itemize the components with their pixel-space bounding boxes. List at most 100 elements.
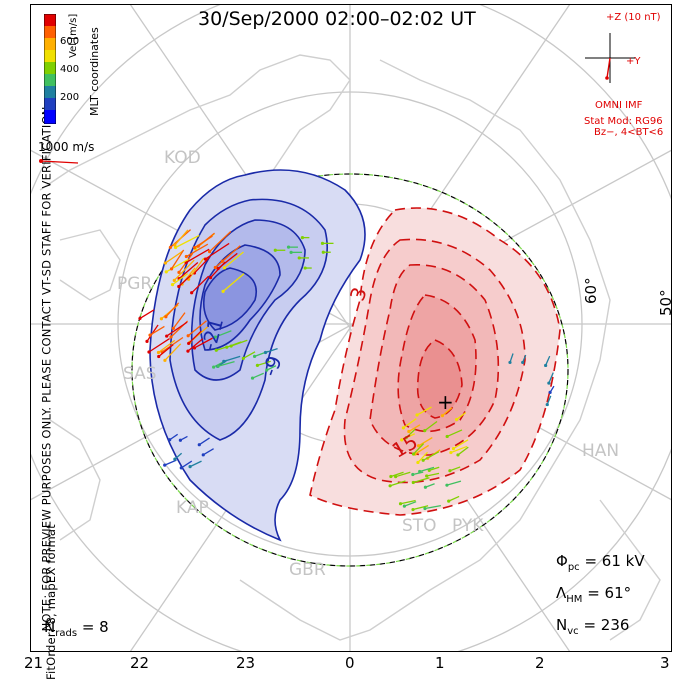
velocity-vector (545, 355, 551, 366)
velocity-vector (175, 234, 200, 249)
velocity-vector (169, 433, 179, 441)
lambda-hm-stat: ΛHM = 61° (556, 584, 631, 605)
velocity-vector (166, 321, 188, 337)
mlt-tick-21: 21 (24, 654, 44, 672)
velocity-vector (209, 231, 232, 253)
vector-origin (265, 368, 269, 372)
potential-max-marker: + (437, 390, 454, 414)
vector-origin (411, 507, 415, 512)
velocity-vector (204, 242, 230, 260)
velocity-vector (453, 439, 469, 450)
vector-origin (297, 256, 301, 260)
velocity-vector (412, 505, 429, 511)
velocity-vector (186, 243, 209, 258)
velocity-vector (202, 448, 214, 456)
vector-origin (159, 317, 164, 321)
dawn-convection-cell (309, 207, 561, 516)
n-rads-value: = 8 (81, 618, 109, 636)
vector-origin (423, 429, 427, 433)
vector-origin (208, 276, 213, 280)
vector-origin (389, 474, 393, 479)
velocity-vector (548, 372, 554, 384)
vector-origin (411, 480, 415, 485)
velocity-vector (414, 444, 429, 455)
vector-origin (177, 284, 181, 289)
vector-origin (451, 446, 456, 451)
vector-origin (445, 434, 449, 439)
stat-model-label: Stat Mod: RG96 (584, 116, 663, 127)
velocity-vector (257, 360, 271, 367)
vector-origin (388, 484, 392, 488)
vector-origin (544, 363, 548, 368)
vector-origin (418, 469, 422, 474)
velocity-vector (158, 344, 174, 358)
vector-origin (213, 335, 217, 339)
velocity-vector (217, 360, 235, 367)
vector-origin (216, 364, 220, 368)
velocity-vector (408, 424, 421, 433)
vector-origin (197, 443, 201, 447)
fit-order-text: FitOrder: 8, mapEX format (44, 524, 58, 680)
station-pyk: PYK (452, 516, 484, 536)
lambda-symbol: ΛHM (556, 584, 583, 605)
velocity-vector (185, 248, 210, 264)
vector-origin (173, 457, 177, 461)
vector-origin (250, 376, 255, 380)
vector-origin (449, 450, 453, 455)
velocity-vector (158, 339, 176, 354)
coastlines (39, 54, 661, 641)
velocity-vector (170, 249, 185, 270)
velocity-vector (405, 428, 416, 439)
velocity-vector (416, 406, 432, 416)
velocity-vector (139, 309, 155, 319)
vector-origin (157, 354, 161, 359)
vector-origin (222, 266, 227, 270)
velocity-vector (188, 330, 202, 344)
plot-frame (30, 4, 672, 652)
vector-origin (172, 278, 176, 282)
vector-origin (156, 350, 161, 355)
velocity-vector (413, 477, 430, 484)
vector-origin (411, 452, 416, 456)
station-sas: SAS (123, 364, 157, 384)
velocity-vector (214, 253, 231, 269)
vector-origin (147, 350, 151, 354)
vector-origin (173, 245, 178, 250)
vector-origin (445, 483, 449, 487)
vector-origin (448, 469, 452, 473)
vector-origin (416, 460, 420, 465)
station-kap: KAP (176, 498, 209, 518)
vector-origin (416, 444, 421, 448)
station-sto: STO (402, 516, 437, 536)
velocity-vector (456, 412, 467, 420)
colorbar-tick-200: 200 (60, 92, 80, 103)
velocity-vector (149, 325, 165, 336)
velocity-vector (189, 460, 202, 468)
velocity-vector (424, 504, 441, 510)
velocity-vector (173, 259, 195, 281)
velocity-vector (457, 446, 469, 456)
velocity-vector (174, 229, 189, 246)
vector-origin (521, 360, 525, 365)
velocity-vector (442, 407, 453, 417)
vector-origin (548, 390, 552, 394)
vector-origin (201, 453, 205, 457)
velocity-vector (389, 480, 406, 487)
vector-origin (321, 250, 325, 254)
phi-pc-value: = 61 kV (584, 552, 645, 570)
vector-origin (212, 365, 216, 369)
vector-origin (300, 236, 305, 240)
n-rads-stat: Nrads = 8 (44, 618, 109, 639)
mlt-tick-23: 23 (236, 654, 256, 672)
mlt-tick-3: 3 (660, 654, 670, 672)
velocity-vector (230, 339, 248, 347)
velocity-vector (194, 235, 213, 249)
velocity-vector (193, 257, 210, 274)
velocity-vector (223, 355, 241, 363)
vector-origin (163, 261, 168, 265)
vector-origin (454, 417, 459, 422)
velocity-vector (165, 250, 184, 264)
vector-origin (400, 438, 404, 442)
